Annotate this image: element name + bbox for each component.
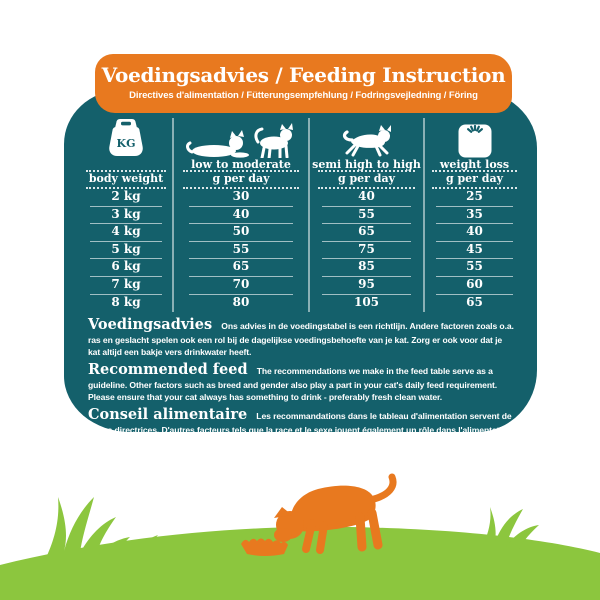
table-cell: 3 kg xyxy=(80,207,172,225)
feeding-table: KG body weight 2 kg 3 kg 4 kg 5 kg 6 kg … xyxy=(80,118,524,313)
table-cell: 40 xyxy=(425,224,524,242)
page-subtitle: Directives d'alimentation / Fütterungsem… xyxy=(129,90,478,101)
table-cell: 55 xyxy=(174,242,308,260)
note-heading: Recommended feed xyxy=(88,361,248,378)
column-spacer xyxy=(80,158,172,172)
table-cell: 5 kg xyxy=(80,242,172,260)
column-body-weight: KG body weight 2 kg 3 kg 4 kg 5 kg 6 kg … xyxy=(80,118,172,312)
note-text: The recommendations we make in the feed … xyxy=(88,366,498,402)
note-heading: Conseil alimentaire xyxy=(88,406,248,423)
food-bowl-icon xyxy=(241,538,288,556)
column-low-to-moderate: low to moderate g per day 30 40 50 55 65… xyxy=(172,118,308,313)
table-cell: 80 xyxy=(232,294,250,309)
kg-weight-icon: KG xyxy=(80,118,172,158)
table-cell: 30 xyxy=(174,189,308,207)
column-header: weight loss xyxy=(425,158,524,172)
table-cell: 85 xyxy=(310,259,423,277)
table-cell: 40 xyxy=(310,189,423,207)
table-cell: 60 xyxy=(425,277,524,295)
cat-eating-icon xyxy=(274,473,397,554)
weight-scale-icon xyxy=(425,118,524,158)
table-cell: 55 xyxy=(310,207,423,225)
table-cell: 4 kg xyxy=(80,224,172,242)
page-title: Voedingsadvies / Feeding Instruction xyxy=(101,63,506,87)
table-cell: 45 xyxy=(425,242,524,260)
footer-artwork xyxy=(0,473,600,600)
note-text: Ons advies in de voedingstabel is een ri… xyxy=(88,321,514,357)
note-heading: Voedingsadvies xyxy=(88,316,213,333)
table-cell: 75 xyxy=(310,242,423,260)
table-cell: 6 kg xyxy=(80,259,172,277)
table-cell: 70 xyxy=(174,277,308,295)
table-cell: 55 xyxy=(425,259,524,277)
note-english: Recommended feed The recommendations we … xyxy=(88,361,516,402)
note-dutch: Voedingsadvies Ons advies in de voedings… xyxy=(88,316,516,357)
table-cell: 95 xyxy=(310,277,423,295)
cats-low-activity-icon xyxy=(174,118,308,158)
column-header: semi high to high xyxy=(310,158,423,172)
table-cell: 65 xyxy=(174,259,308,277)
column-unit: g per day xyxy=(174,172,308,189)
column-unit: g per day xyxy=(425,172,524,189)
table-cell: 40 xyxy=(174,207,308,225)
grass-hill xyxy=(0,526,600,600)
table-cell: 7 kg xyxy=(80,277,172,295)
table-cell: 35 xyxy=(425,207,524,225)
table-cell: 105 xyxy=(353,294,380,309)
cat-running-icon xyxy=(310,118,423,158)
column-header: body weight xyxy=(80,172,172,189)
kg-icon-label: KG xyxy=(117,137,136,150)
advice-notes: Voedingsadvies Ons advies in de voedings… xyxy=(88,316,516,463)
table-cell: 2 kg xyxy=(80,189,172,207)
column-semi-high-to-high: semi high to high g per day 40 55 65 75 … xyxy=(308,118,423,313)
grass-tuft-left-icon xyxy=(128,535,158,563)
grass-tuft-right-icon xyxy=(482,507,539,553)
table-cell: 65 xyxy=(466,294,483,309)
column-unit: g per day xyxy=(310,172,423,189)
table-cell: 65 xyxy=(310,224,423,242)
note-text: Les recommandations dans le tableau d'al… xyxy=(88,411,512,459)
table-cell: 25 xyxy=(425,189,524,207)
column-header: low to moderate xyxy=(174,158,308,172)
column-weight-loss: weight loss g per day 25 35 40 45 55 60 … xyxy=(423,118,524,313)
note-french: Conseil alimentaire Les recommandations … xyxy=(88,406,516,459)
header-banner: Voedingsadvies / Feeding Instruction Dir… xyxy=(95,54,512,113)
grass-tuft-left-icon xyxy=(45,497,130,560)
table-cell: 50 xyxy=(174,224,308,242)
table-cell: 8 kg xyxy=(111,294,141,309)
